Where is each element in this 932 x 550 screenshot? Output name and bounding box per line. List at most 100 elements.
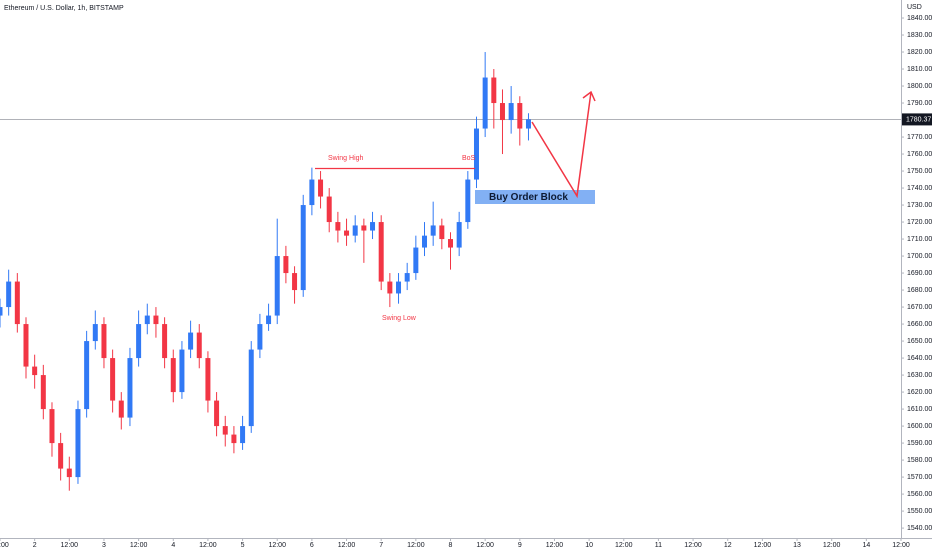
candle-body <box>205 358 211 401</box>
y-tick-label: 1700.00 <box>907 253 932 260</box>
x-tick-label: 12:00 <box>476 542 494 549</box>
candle-body <box>292 273 298 291</box>
x-tick-label: 12 <box>724 542 732 549</box>
swing-low-label: Swing Low <box>382 315 417 322</box>
y-tick-label: 1740.00 <box>907 185 932 192</box>
candle-body <box>179 349 185 393</box>
y-tick-label: 1730.00 <box>907 202 932 209</box>
x-tick-label: 13 <box>793 542 801 549</box>
candle-body <box>274 256 280 316</box>
candle-body <box>0 307 3 316</box>
arrow-head <box>582 90 596 102</box>
candle-body <box>525 119 531 129</box>
candle-body <box>214 400 220 427</box>
candle-body <box>499 103 505 121</box>
bos-label: BoS <box>462 155 476 162</box>
y-tick-label: 1840.00 <box>907 15 932 22</box>
candle-body <box>75 409 81 478</box>
candle-body <box>326 196 332 223</box>
candle-body <box>335 222 341 231</box>
x-tick-label: 4 <box>171 542 175 549</box>
x-tick-label: 12:00 <box>61 542 79 549</box>
x-tick-label: 12:00 <box>130 542 148 549</box>
x-tick-label: 12:00 <box>823 542 841 549</box>
x-tick-label: 9 <box>518 542 522 549</box>
y-tick-label: 1560.00 <box>907 491 932 498</box>
candle-body <box>136 324 142 359</box>
y-tick-label: 1800.00 <box>907 83 932 90</box>
candle-body <box>162 324 168 359</box>
candle-body <box>32 366 38 376</box>
x-tick-label: 12:00 <box>407 542 425 549</box>
candle-body <box>430 225 436 236</box>
candle-body <box>439 225 445 240</box>
candle-body <box>283 256 289 274</box>
candle-body <box>361 225 367 231</box>
x-tick-label: 10 <box>585 542 593 549</box>
y-tick-label: 1540.00 <box>907 525 932 532</box>
candle-body <box>318 179 324 197</box>
x-tick-label: 12:00 <box>546 542 564 549</box>
candle-body <box>352 225 358 236</box>
candle-body <box>84 341 90 410</box>
y-tick-label: 1630.00 <box>907 372 932 379</box>
candle-body <box>482 77 488 129</box>
order-block-label: Buy Order Block <box>489 192 568 203</box>
x-tick-label: 14 <box>862 542 870 549</box>
candle-body <box>422 235 428 248</box>
candle-body <box>465 179 471 223</box>
y-tick-label: 1710.00 <box>907 236 932 243</box>
x-tick-label: 11 <box>655 542 662 549</box>
candle-body <box>396 281 402 294</box>
x-tick-label: 3 <box>102 542 106 549</box>
candle-body <box>508 103 514 121</box>
candle-body <box>196 332 202 359</box>
candle-body <box>309 179 315 206</box>
candle-body <box>6 281 12 308</box>
candle-body <box>222 426 228 435</box>
candle-body <box>49 409 55 444</box>
candle-body <box>240 426 246 444</box>
x-tick-label: 2 <box>33 542 37 549</box>
candle-body <box>23 324 29 367</box>
last-price-tag <box>902 113 932 126</box>
x-tick-label: 12:00 <box>0 542 9 549</box>
candle-body <box>517 103 523 129</box>
x-tick-label: 12:00 <box>754 542 772 549</box>
x-tick-label: 6 <box>310 542 314 549</box>
candle-body <box>473 128 479 180</box>
y-tick-label: 1570.00 <box>907 474 932 481</box>
last-price-label: 1780.37 <box>906 116 931 123</box>
x-tick-label: 12:00 <box>199 542 217 549</box>
y-tick-label: 1790.00 <box>907 100 932 107</box>
candle-body <box>58 443 64 469</box>
candle-body <box>231 434 237 444</box>
y-tick-label: 1680.00 <box>907 287 932 294</box>
plot <box>0 52 901 491</box>
x-tick-label: 8 <box>449 542 453 549</box>
candle-body <box>257 324 263 350</box>
swing-high-label: Swing High <box>328 155 364 162</box>
currency-label: USD <box>907 4 922 11</box>
y-tick-label: 1640.00 <box>907 355 932 362</box>
projection-arrow <box>531 91 592 199</box>
candle-body <box>266 315 272 325</box>
candle-body <box>101 324 107 359</box>
x-tick-label: 5 <box>241 542 245 549</box>
x-tick-label: 12:00 <box>268 542 286 549</box>
candle-body <box>491 77 497 104</box>
y-tick-label: 1600.00 <box>907 423 932 430</box>
y-tick-label: 1620.00 <box>907 389 932 396</box>
candle-body <box>144 315 150 325</box>
y-tick-label: 1650.00 <box>907 338 932 345</box>
y-tick-label: 1770.00 <box>907 134 932 141</box>
candle-body <box>370 222 376 231</box>
chart-title: Ethereum / U.S. Dollar, 1h, BITSTAMP <box>4 5 124 12</box>
candle-body <box>170 358 176 393</box>
x-tick-label: 12:00 <box>615 542 633 549</box>
candle-body <box>456 222 462 248</box>
candle-body <box>448 239 453 248</box>
candle-body <box>300 205 306 291</box>
candle-body <box>40 375 46 410</box>
